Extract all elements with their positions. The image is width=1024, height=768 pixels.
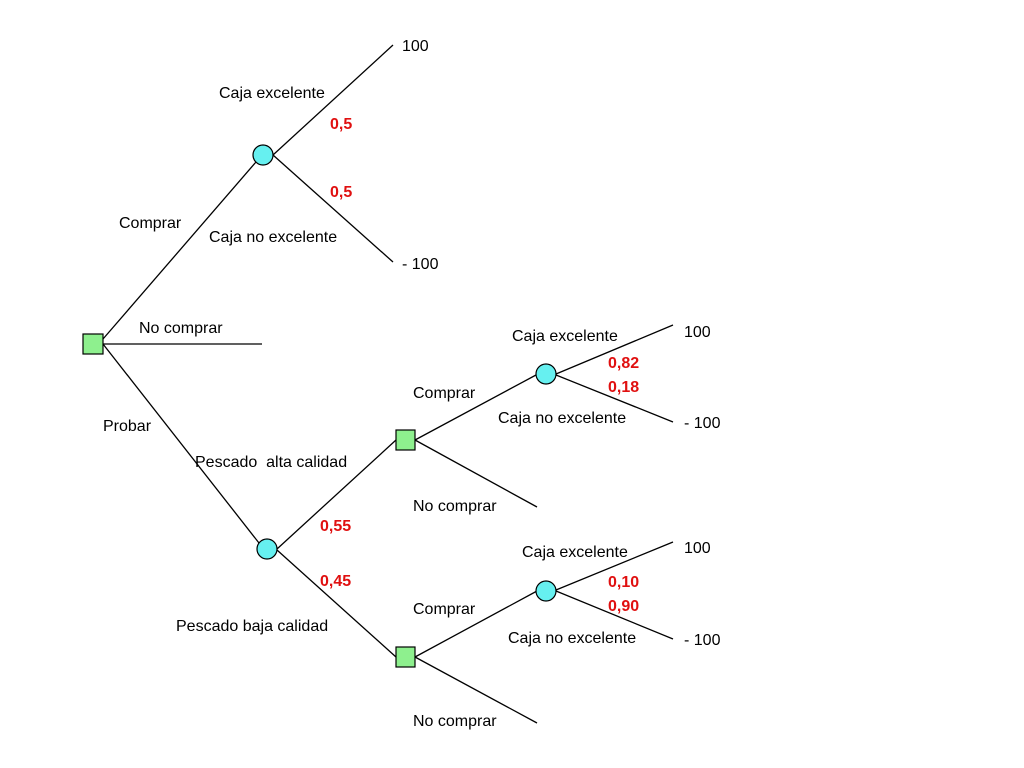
edge-test-low: [276, 549, 397, 658]
prob-high-not-excellent: 0,18: [608, 379, 639, 396]
prob-test-high: 0,55: [320, 518, 351, 535]
label-buy-excellent: Caja excelente: [219, 85, 325, 102]
prob-low-excellent: 0,10: [608, 574, 639, 591]
label-test-high: Pescado alta calidad: [195, 454, 347, 471]
payoff-low-not-excellent: - 100: [684, 632, 721, 649]
edge-high-buy: [414, 374, 537, 441]
edge-low-no-buy: [414, 656, 538, 724]
label-root-no-buy: No comprar: [139, 320, 223, 337]
label-low-buy: Comprar: [413, 601, 476, 618]
edge-root-test: [102, 343, 260, 544]
edge-low-buy: [414, 590, 538, 658]
label-root-buy: Comprar: [119, 215, 182, 232]
prob-high-excellent: 0,82: [608, 355, 639, 372]
label-low-no-buy: No comprar: [413, 713, 497, 730]
payoff-high-not-excellent: - 100: [684, 415, 721, 432]
label-low-excellent: Caja excelente: [522, 544, 628, 561]
label-test-low: Pescado baja calidad: [176, 618, 328, 635]
prob-buy-not-excellent: 0,5: [330, 184, 352, 201]
payoff-high-excellent: 100: [684, 324, 711, 341]
edge-low-not-excellent: [555, 590, 674, 640]
label-high-not-excellent: Caja no excelente: [498, 410, 626, 427]
nodes: [82, 144, 557, 668]
label-high-no-buy: No comprar: [413, 498, 497, 515]
high-quality-chance-node: [535, 363, 557, 385]
edge-high-excellent: [555, 324, 674, 375]
payoff-labels: 100 - 100 100 - 100 100 - 100: [402, 38, 721, 649]
buy-chance-node: [252, 144, 274, 166]
label-buy-not-excellent: Caja no excelente: [209, 229, 337, 246]
prob-test-low: 0,45: [320, 573, 351, 590]
edges: [102, 44, 674, 724]
edge-test-high: [276, 439, 397, 550]
prob-buy-excellent: 0,5: [330, 116, 352, 133]
payoff-low-excellent: 100: [684, 540, 711, 557]
edge-buy-not-excellent: [272, 154, 394, 263]
test-chance-node: [256, 538, 278, 560]
label-root-test: Probar: [103, 418, 152, 435]
probability-labels: 0,5 0,5 0,55 0,45 0,82 0,18 0,10 0,90: [320, 116, 639, 615]
payoff-buy-not-excellent: - 100: [402, 256, 439, 273]
label-high-buy: Comprar: [413, 385, 476, 402]
branch-labels: Comprar No comprar Probar Caja excelente…: [103, 85, 636, 730]
high-quality-decision-node: [395, 429, 416, 451]
edge-high-not-excellent: [555, 374, 674, 423]
label-low-not-excellent: Caja no excelente: [508, 630, 636, 647]
root-decision-node: [82, 333, 104, 355]
edge-root-buy: [102, 161, 257, 340]
edge-low-excellent: [555, 541, 674, 591]
prob-low-not-excellent: 0,90: [608, 598, 639, 615]
edge-buy-excellent: [272, 44, 394, 156]
low-quality-decision-node: [395, 646, 416, 668]
payoff-buy-excellent: 100: [402, 38, 429, 55]
edge-high-no-buy: [414, 439, 538, 508]
low-quality-chance-node: [535, 580, 557, 602]
label-high-excellent: Caja excelente: [512, 328, 618, 345]
